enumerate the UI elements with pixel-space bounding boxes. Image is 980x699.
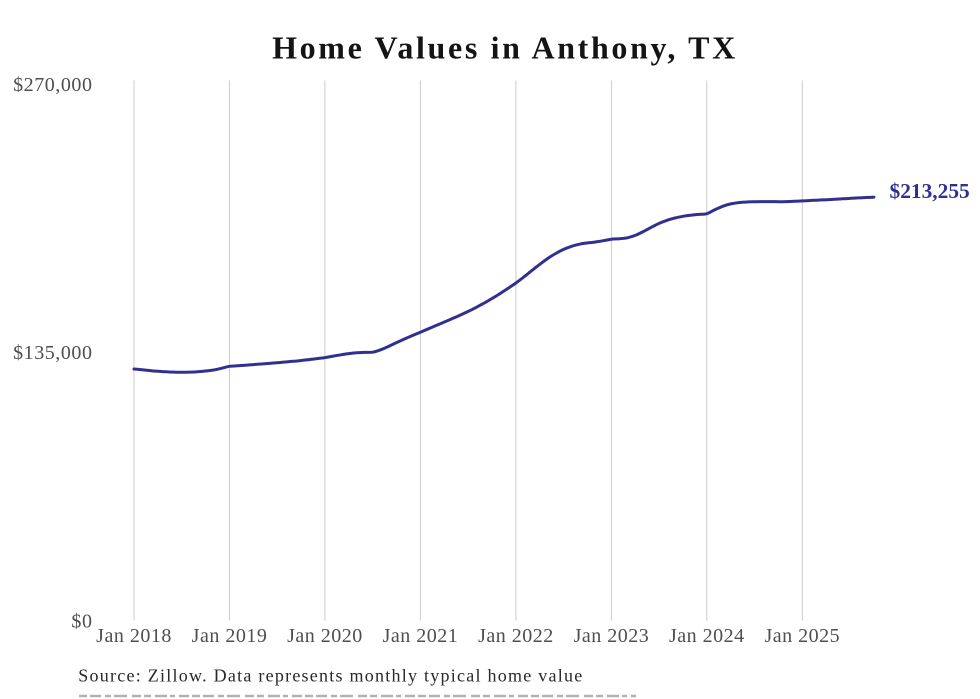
svg-text:Source: Zillow. Data represent: Source: Zillow. Data represents monthly … [78,666,583,686]
svg-text:Jan 2025: Jan 2025 [764,625,840,647]
svg-text:Jan 2023: Jan 2023 [574,625,650,647]
svg-text:$213,255: $213,255 [890,179,970,203]
svg-text:Home Values in Anthony, TX: Home Values in Anthony, TX [272,30,738,66]
svg-text:$0: $0 [71,611,92,633]
svg-text:Jan 2019: Jan 2019 [192,625,268,647]
svg-text:Jan 2021: Jan 2021 [383,625,459,647]
svg-text:Jan 2022: Jan 2022 [478,625,554,647]
svg-text:Jan 2020: Jan 2020 [287,625,363,647]
svg-text:$135,000: $135,000 [13,342,92,364]
svg-text:Jan 2024: Jan 2024 [669,625,745,647]
svg-text:$270,000: $270,000 [13,74,92,96]
svg-text:Jan 2018: Jan 2018 [96,625,172,647]
